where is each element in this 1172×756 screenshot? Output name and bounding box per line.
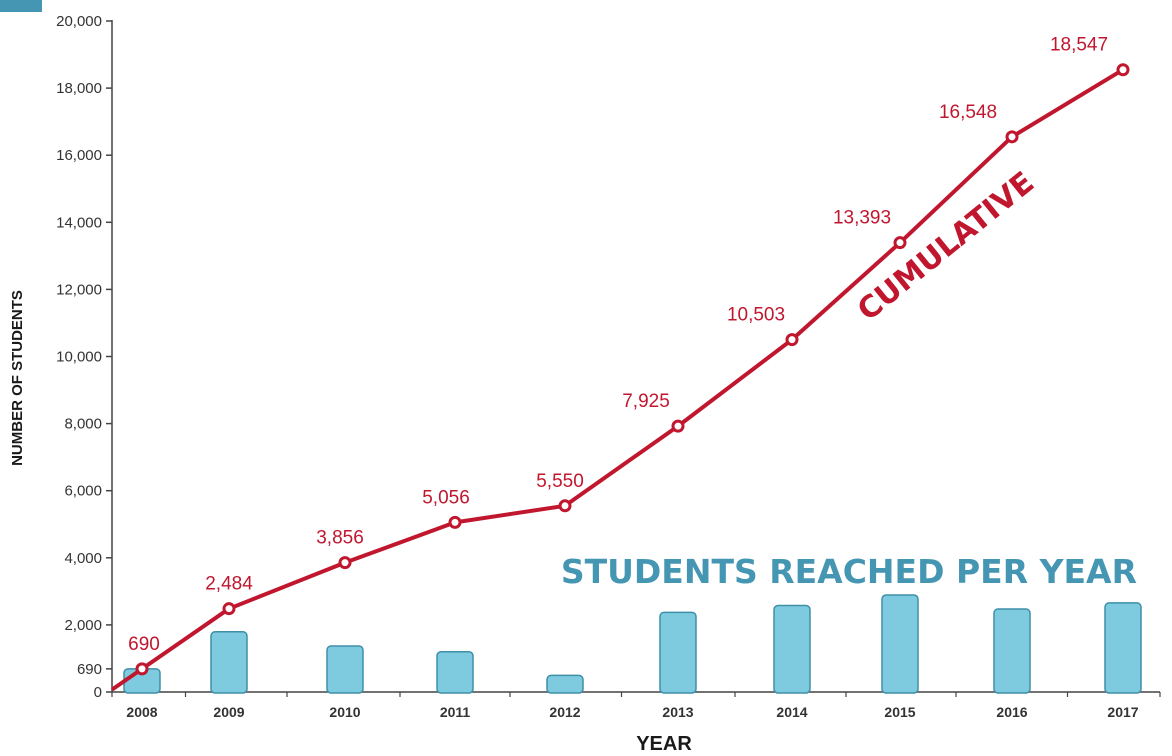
y-tick-label: 10,000 — [56, 349, 102, 366]
axes: 0 690 2,000 4,000 6,000 8,000 10,000 12,000 14,0… — [56, 13, 1161, 720]
line-point — [558, 499, 572, 513]
line-point — [671, 419, 685, 433]
y-axis-title: NUMBER OF STUDENTS — [9, 290, 26, 466]
y-tick-label: 20,000 — [56, 13, 102, 30]
data-labels: 690 2,484 3,856 5,056 5,550 7,925 10,503 13,393… — [128, 35, 1108, 655]
y-tick-label: 18,000 — [56, 80, 102, 97]
data-label: 7,925 — [622, 391, 670, 412]
series-line — [110, 67, 1125, 692]
y-tick-label: 6,000 — [64, 483, 102, 500]
y-tick-label: 16,000 — [56, 147, 102, 164]
data-label: 13,393 — [833, 208, 891, 229]
y-tick-label: 4,000 — [64, 550, 102, 567]
data-label: 3,856 — [316, 528, 364, 549]
x-tick-label: 2010 — [329, 704, 360, 720]
x-tick-label: 2014 — [776, 704, 807, 720]
data-label: 2,484 — [205, 574, 253, 595]
line-point — [1116, 63, 1130, 77]
bar — [773, 604, 811, 694]
line-point — [135, 662, 149, 676]
bar — [881, 594, 919, 694]
line-point — [1005, 130, 1019, 144]
y-tick-label: 0 — [94, 684, 102, 701]
data-label: 5,550 — [536, 471, 584, 492]
line-point — [893, 236, 907, 250]
bars — [123, 594, 1142, 694]
y-tick-label: 8,000 — [64, 416, 102, 433]
bar — [436, 650, 474, 694]
bar — [659, 611, 697, 694]
x-tick-label: 2009 — [213, 704, 244, 720]
cumulative-line — [110, 63, 1130, 692]
data-label: 18,547 — [1050, 35, 1108, 56]
x-tick-label: 2011 — [440, 704, 471, 720]
y-tick-label: 690 — [77, 661, 102, 678]
x-tick-label: 2013 — [662, 704, 693, 720]
bar — [326, 645, 364, 694]
data-label: 10,503 — [727, 305, 785, 326]
data-label: 5,056 — [422, 487, 470, 508]
x-axis-title: YEAR — [636, 733, 692, 755]
x-tick-label: 2008 — [126, 704, 157, 720]
line-point — [338, 556, 352, 570]
corner-tab — [0, 0, 42, 12]
bar — [546, 674, 584, 694]
bar — [993, 608, 1031, 694]
bar — [1104, 602, 1142, 694]
x-tick-label: 2017 — [1107, 704, 1138, 720]
line-point — [222, 602, 236, 616]
x-tick-label: 2012 — [549, 704, 580, 720]
bar-series-title: STUDENTS REACHED PER YEAR — [561, 552, 1137, 591]
data-label: 690 — [128, 634, 160, 655]
line-point — [448, 515, 462, 529]
line-point — [785, 333, 799, 347]
y-tick-label: 14,000 — [56, 214, 102, 231]
y-tick-label: 2,000 — [64, 617, 102, 634]
line-series-title: CUMULATIVE — [851, 165, 1041, 328]
x-tick-label: 2016 — [996, 704, 1027, 720]
x-tick-label: 2015 — [884, 704, 915, 720]
bar — [210, 631, 248, 694]
data-label: 16,548 — [939, 102, 997, 123]
y-tick-label: 12,000 — [56, 281, 102, 298]
